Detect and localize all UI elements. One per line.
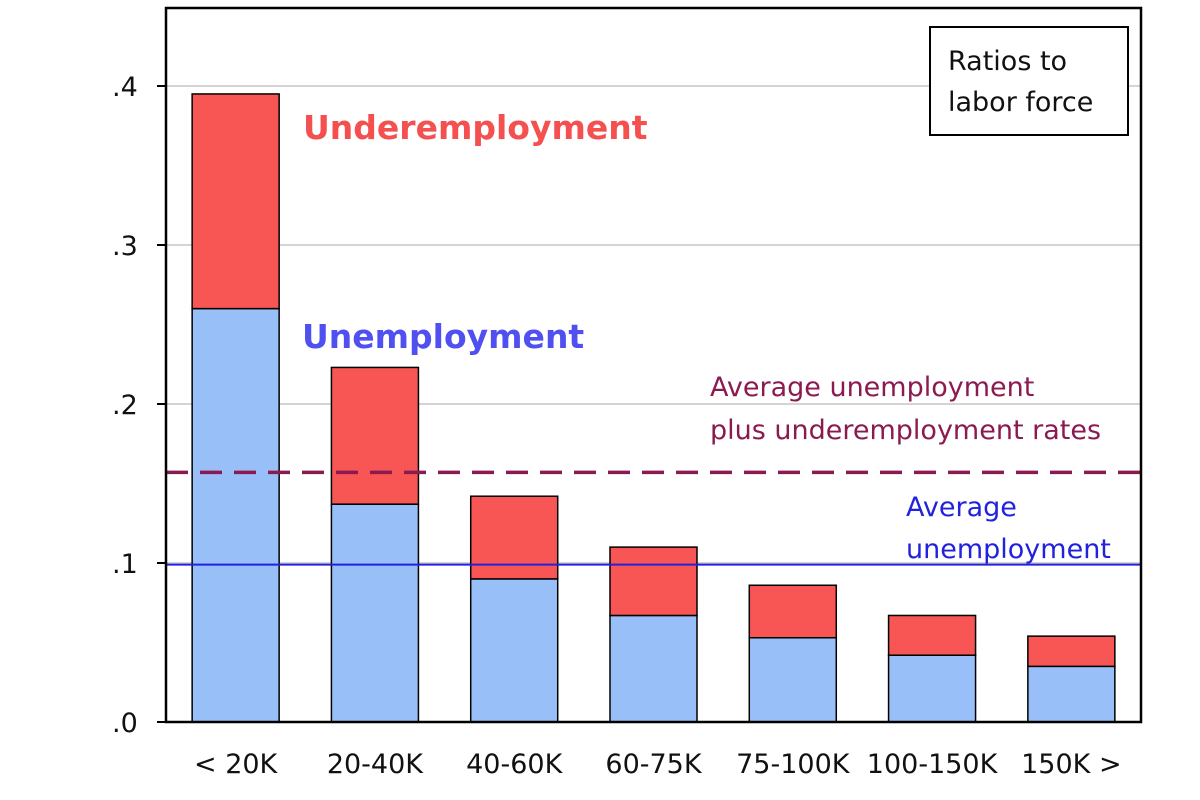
- x-tick-label: 60-75K: [605, 749, 702, 780]
- legend-text-line-1: Ratios to: [948, 46, 1067, 77]
- x-tick-label: 20-40K: [327, 749, 424, 780]
- x-tick-label: < 20K: [194, 749, 279, 780]
- y-axis: .0 .1 .2 .3 .4: [112, 72, 166, 739]
- x-tick-label: 40-60K: [466, 749, 563, 780]
- y-tick-label: .0: [112, 708, 138, 739]
- bar-unemployment: [469, 578, 559, 723]
- bar-underemployment: [748, 584, 838, 639]
- ref-label-unemployment-line-2: unemployment: [906, 534, 1111, 565]
- bar-underemployment: [609, 546, 698, 617]
- series-label-underemployment: Underemployment: [303, 108, 648, 147]
- reference-lines: [166, 470, 1141, 566]
- series-label-unemployment: Unemployment: [302, 317, 584, 356]
- bars: [191, 93, 1116, 723]
- ref-label-combined-line-2: plus underemployment rates: [710, 415, 1101, 446]
- y-tick-label: .3: [112, 231, 138, 262]
- bar-underemployment: [469, 495, 559, 580]
- bar-underemployment: [191, 93, 280, 310]
- x-tick-label: 100-150K: [867, 749, 999, 780]
- x-tick-label: 75-100K: [736, 749, 851, 780]
- bar-underemployment: [1027, 635, 1116, 668]
- legend-text-line-2: labor force: [948, 87, 1093, 118]
- legend-box: Ratios to labor force: [929, 26, 1129, 136]
- x-axis: < 20K 20-40K 40-60K 60-75K 75-100K 100-150K 15…: [194, 749, 1122, 780]
- ref-label-unemployment-line-1: Average: [906, 492, 1017, 523]
- y-tick-label: .4: [112, 72, 138, 103]
- plot-frame: [164, 6, 1143, 724]
- y-tick-label: .1: [112, 549, 138, 580]
- bar-unemployment: [748, 636, 838, 723]
- bar-unemployment: [1027, 665, 1116, 723]
- bar-underemployment: [887, 614, 977, 656]
- ref-label-combined-line-1: Average unemployment: [710, 372, 1034, 403]
- bar-unemployment: [330, 503, 420, 723]
- x-tick-label: 150K >: [1021, 749, 1121, 780]
- y-tick-label: .2: [112, 390, 138, 421]
- bar-unemployment: [191, 307, 280, 723]
- bar-underemployment: [330, 366, 420, 505]
- bar-unemployment: [887, 654, 977, 723]
- bar-unemployment: [609, 614, 698, 723]
